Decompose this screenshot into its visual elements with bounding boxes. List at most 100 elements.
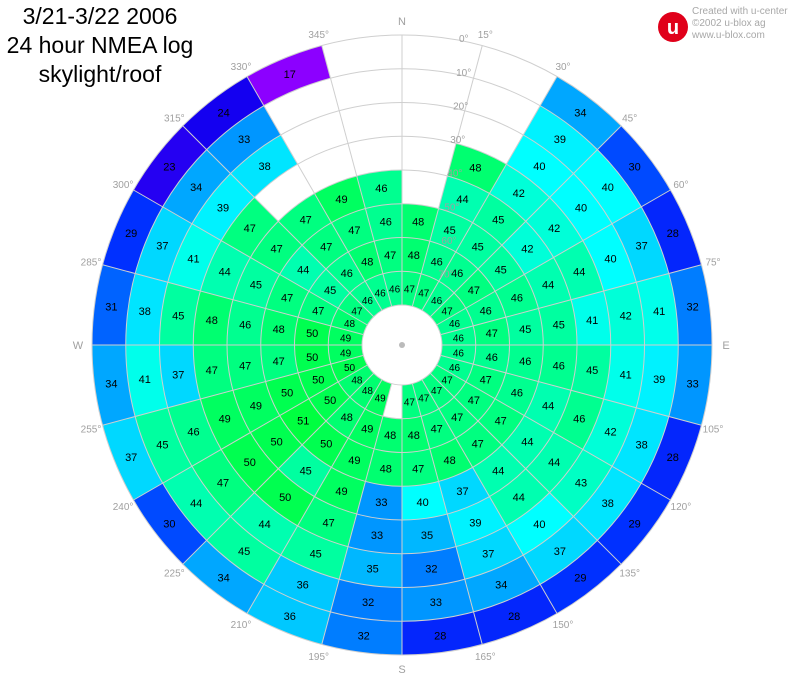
cell-value-label: 34 <box>105 378 117 390</box>
cell-value-label: 50 <box>279 492 291 504</box>
cell-value-label: 45 <box>492 215 504 227</box>
cell <box>125 273 168 345</box>
cell <box>489 468 550 526</box>
cell-value-label: 32 <box>362 597 374 609</box>
cell-value-label: 40 <box>575 203 587 215</box>
cell <box>438 467 490 515</box>
cell <box>422 281 455 317</box>
cell-value-label: 46 <box>573 413 585 425</box>
cell <box>525 432 583 493</box>
cell <box>279 245 326 292</box>
cell-value-label: 46 <box>389 285 401 296</box>
elevation-tick-label: 20° <box>453 101 468 112</box>
cell-value-label: 46 <box>187 426 199 438</box>
azimuth-tick-label: 285° <box>81 258 102 269</box>
elevation-tick-label: 40° <box>447 169 462 180</box>
cell <box>402 514 457 554</box>
cell <box>200 240 251 300</box>
cell-value-label: 44 <box>258 519 270 531</box>
cell <box>280 525 348 580</box>
cell-value-label: 50 <box>324 395 336 407</box>
cell <box>473 317 510 345</box>
cell <box>421 241 456 282</box>
cell-value-label: 46 <box>449 363 461 374</box>
cell-value-label: 44 <box>190 498 202 510</box>
cell <box>365 203 402 242</box>
cell-value-label: 48 <box>469 163 481 175</box>
azimuth-tick-label: 330° <box>231 62 252 73</box>
azimuth-tick-label: 120° <box>671 502 692 513</box>
cell <box>227 299 266 345</box>
cell <box>582 399 637 467</box>
cell-value-label: 37 <box>172 369 184 381</box>
cell <box>302 421 349 468</box>
cell-value-label: 41 <box>187 254 199 266</box>
u-blox-logo-icon: u <box>658 12 688 42</box>
grid-spoke <box>411 383 483 645</box>
grid-spoke <box>102 264 364 336</box>
cell-value-label: 47 <box>418 394 430 405</box>
cell-value-label: 50 <box>312 375 324 387</box>
cell <box>553 240 604 300</box>
grid-spoke <box>133 364 368 501</box>
cell <box>636 273 679 345</box>
cell-value-label: 48 <box>408 250 420 262</box>
cell-value-label: 47 <box>217 477 229 489</box>
cell <box>328 325 364 345</box>
cell-value-label: 28 <box>667 228 679 240</box>
azimuth-tick-label: 135° <box>619 569 640 580</box>
cell-value-label: 47 <box>384 250 396 262</box>
cell <box>135 206 192 283</box>
title-line-2: 24 hour NMEA log <box>6 32 194 58</box>
cell-value-label: 30 <box>628 162 640 174</box>
azimuth-tick-label: 150° <box>553 620 574 631</box>
cell <box>582 223 637 291</box>
cell <box>230 492 298 556</box>
cell <box>402 546 465 588</box>
cell-value-label: 28 <box>667 452 679 464</box>
cell-value-label: 47 <box>412 463 424 475</box>
cell <box>193 290 233 345</box>
cell-value-label: 47 <box>495 416 507 428</box>
azimuth-tick-label: 15° <box>478 30 493 41</box>
cell <box>206 516 281 585</box>
credit-block: Created with u-center ©2002 u-blox ag ww… <box>692 6 788 42</box>
cell <box>540 540 622 614</box>
cell <box>314 175 366 223</box>
azimuth-tick-label: 195° <box>308 652 329 663</box>
cell <box>464 555 541 612</box>
cell-value-label: 46 <box>375 289 387 300</box>
cell-value-label: 47 <box>431 424 443 436</box>
cell <box>603 282 645 345</box>
cell <box>325 251 366 293</box>
center-dot <box>399 342 405 348</box>
cell-value-label: 51 <box>297 416 309 428</box>
azimuth-tick-label: 345° <box>308 30 329 41</box>
grid-spoke <box>321 383 393 645</box>
credit-line-1: Created with u-center <box>692 6 788 17</box>
cell-value-label: 46 <box>486 352 498 364</box>
cell <box>250 415 303 469</box>
cell-value-label: 34 <box>574 107 586 119</box>
cell <box>232 381 280 433</box>
cell <box>478 398 525 445</box>
cell-value-label: 46 <box>480 305 492 317</box>
cell-value-label: 39 <box>554 134 566 146</box>
cell-value-label: 45 <box>553 319 565 331</box>
title-line-1: 3/21-3/22 2006 <box>22 3 178 29</box>
grid-spoke <box>429 125 622 318</box>
cell <box>125 345 168 417</box>
cell <box>92 264 136 345</box>
cell <box>308 268 350 309</box>
azimuth-tick-label: 225° <box>164 569 185 580</box>
cell <box>402 448 439 487</box>
cell <box>456 525 524 580</box>
cell-value-label: 33 <box>430 597 442 609</box>
cell <box>438 175 490 223</box>
cell <box>454 381 496 422</box>
cell <box>338 365 374 398</box>
cell <box>135 407 192 484</box>
cell-value-label: 47 <box>244 223 256 235</box>
cell-value-label: 47 <box>273 356 285 368</box>
